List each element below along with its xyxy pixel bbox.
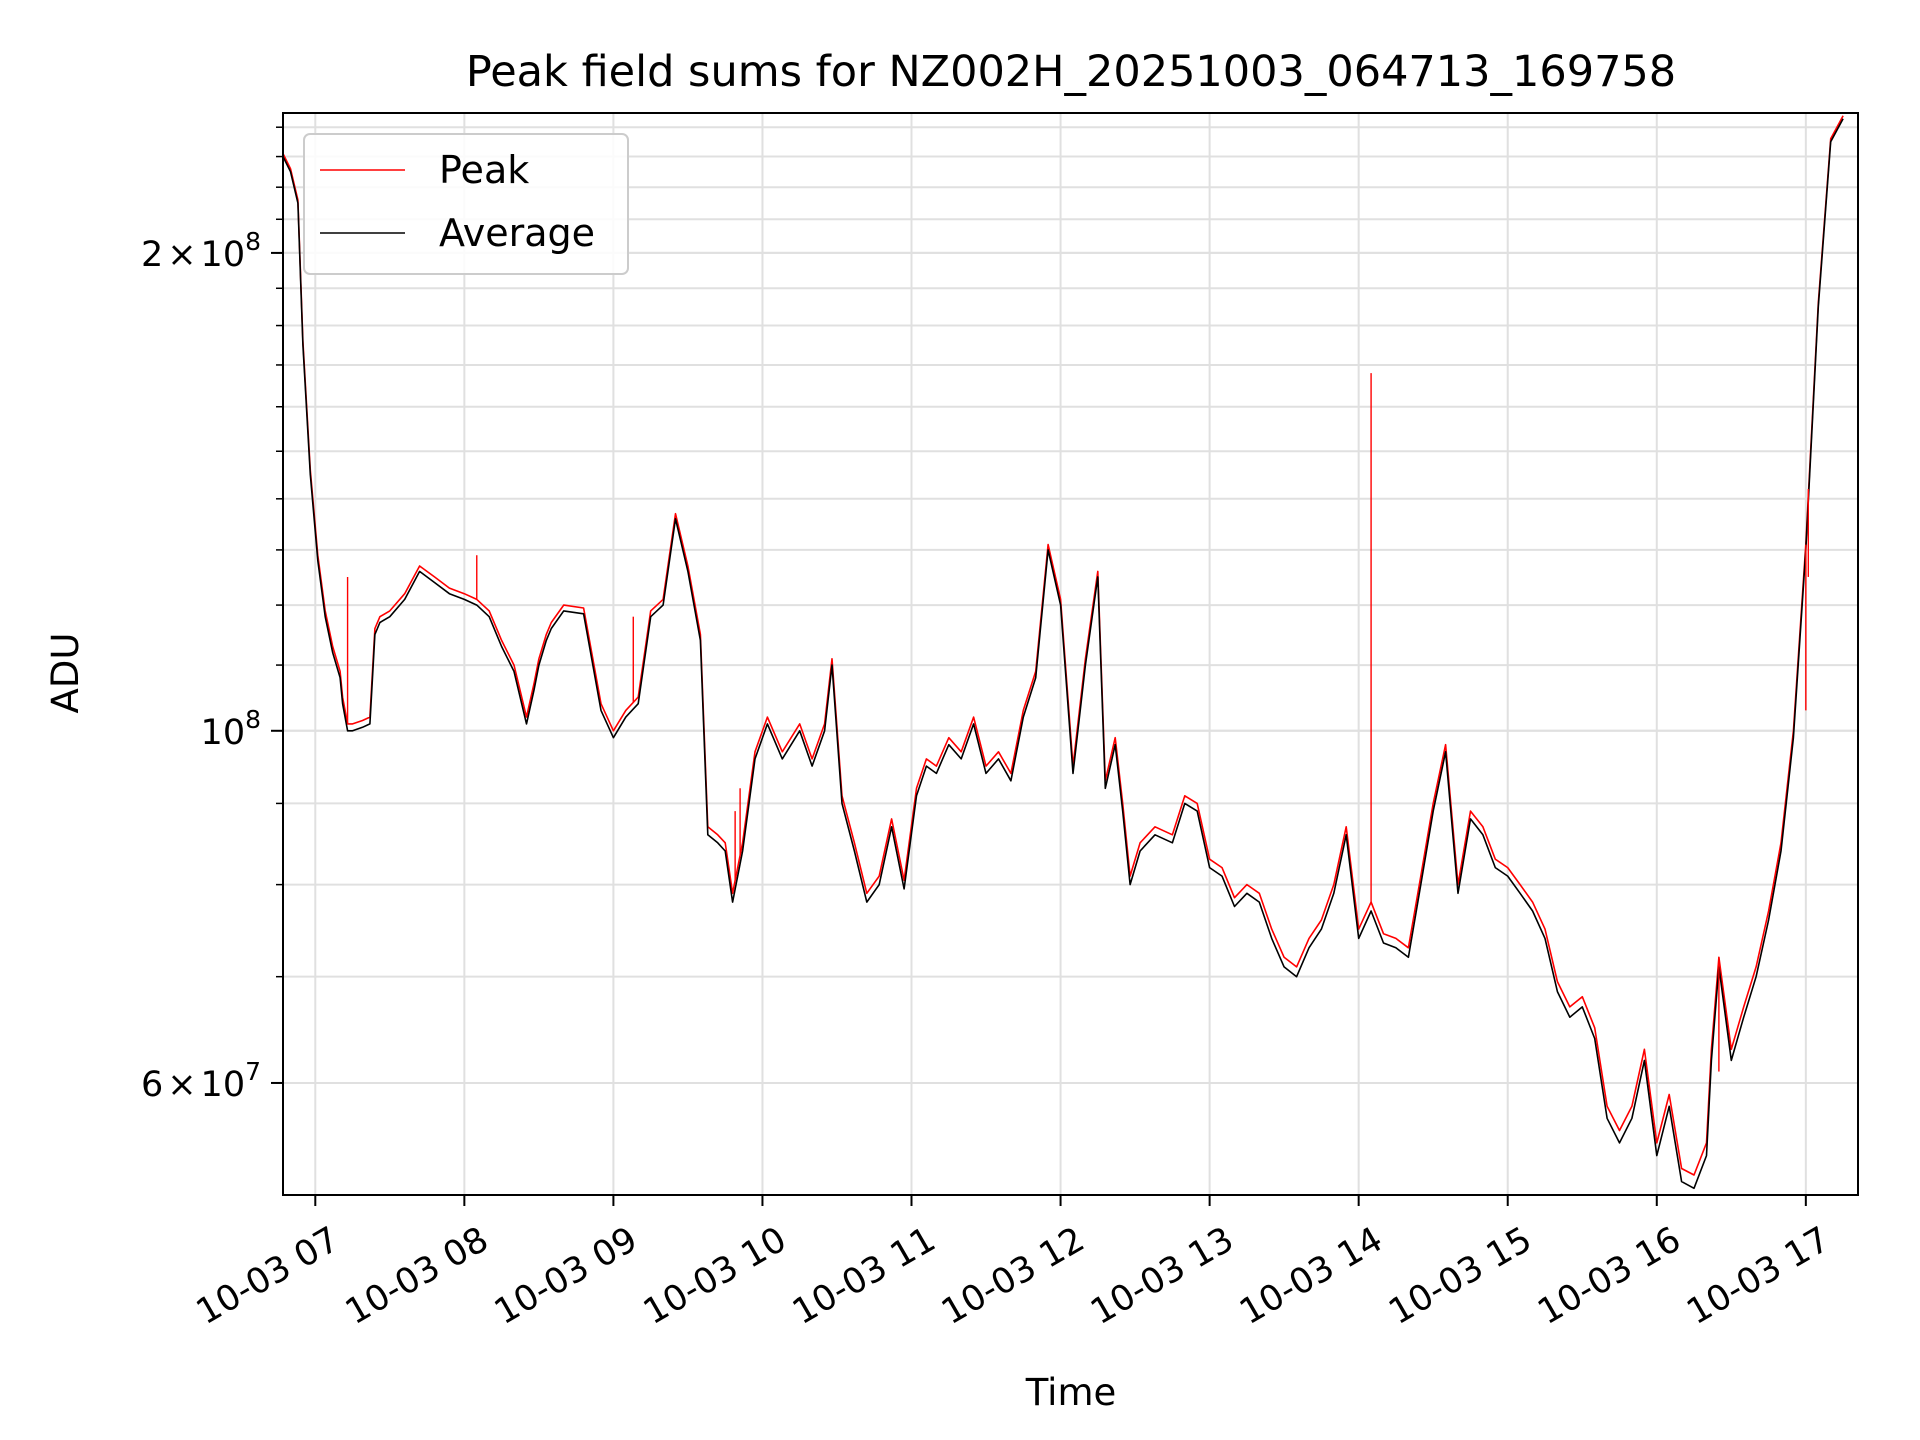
y-axis-label: ADU bbox=[44, 633, 87, 714]
legend-label-peak: Peak bbox=[439, 148, 529, 192]
grid bbox=[283, 113, 1858, 1195]
y-tick-label: 6 × 107 bbox=[141, 1057, 261, 1105]
legend-label-average: Average bbox=[439, 211, 595, 255]
series-line-average bbox=[283, 118, 1844, 1190]
y-tick-label: 108 bbox=[201, 705, 261, 753]
series-line-peak bbox=[283, 115, 1844, 1176]
y-axis: 6 × 107 108 2 × 108 bbox=[141, 126, 283, 1105]
y-tick-label: 2 × 108 bbox=[141, 227, 261, 275]
chart-title: Peak field sums for NZ002H_20251003_0647… bbox=[466, 47, 1676, 97]
legend-box bbox=[303, 133, 629, 275]
plot-frame bbox=[282, 112, 1859, 1196]
plot-lines bbox=[283, 115, 1844, 1190]
legend: Peak Average bbox=[303, 133, 629, 275]
x-axis-label: Time bbox=[1025, 1371, 1117, 1414]
